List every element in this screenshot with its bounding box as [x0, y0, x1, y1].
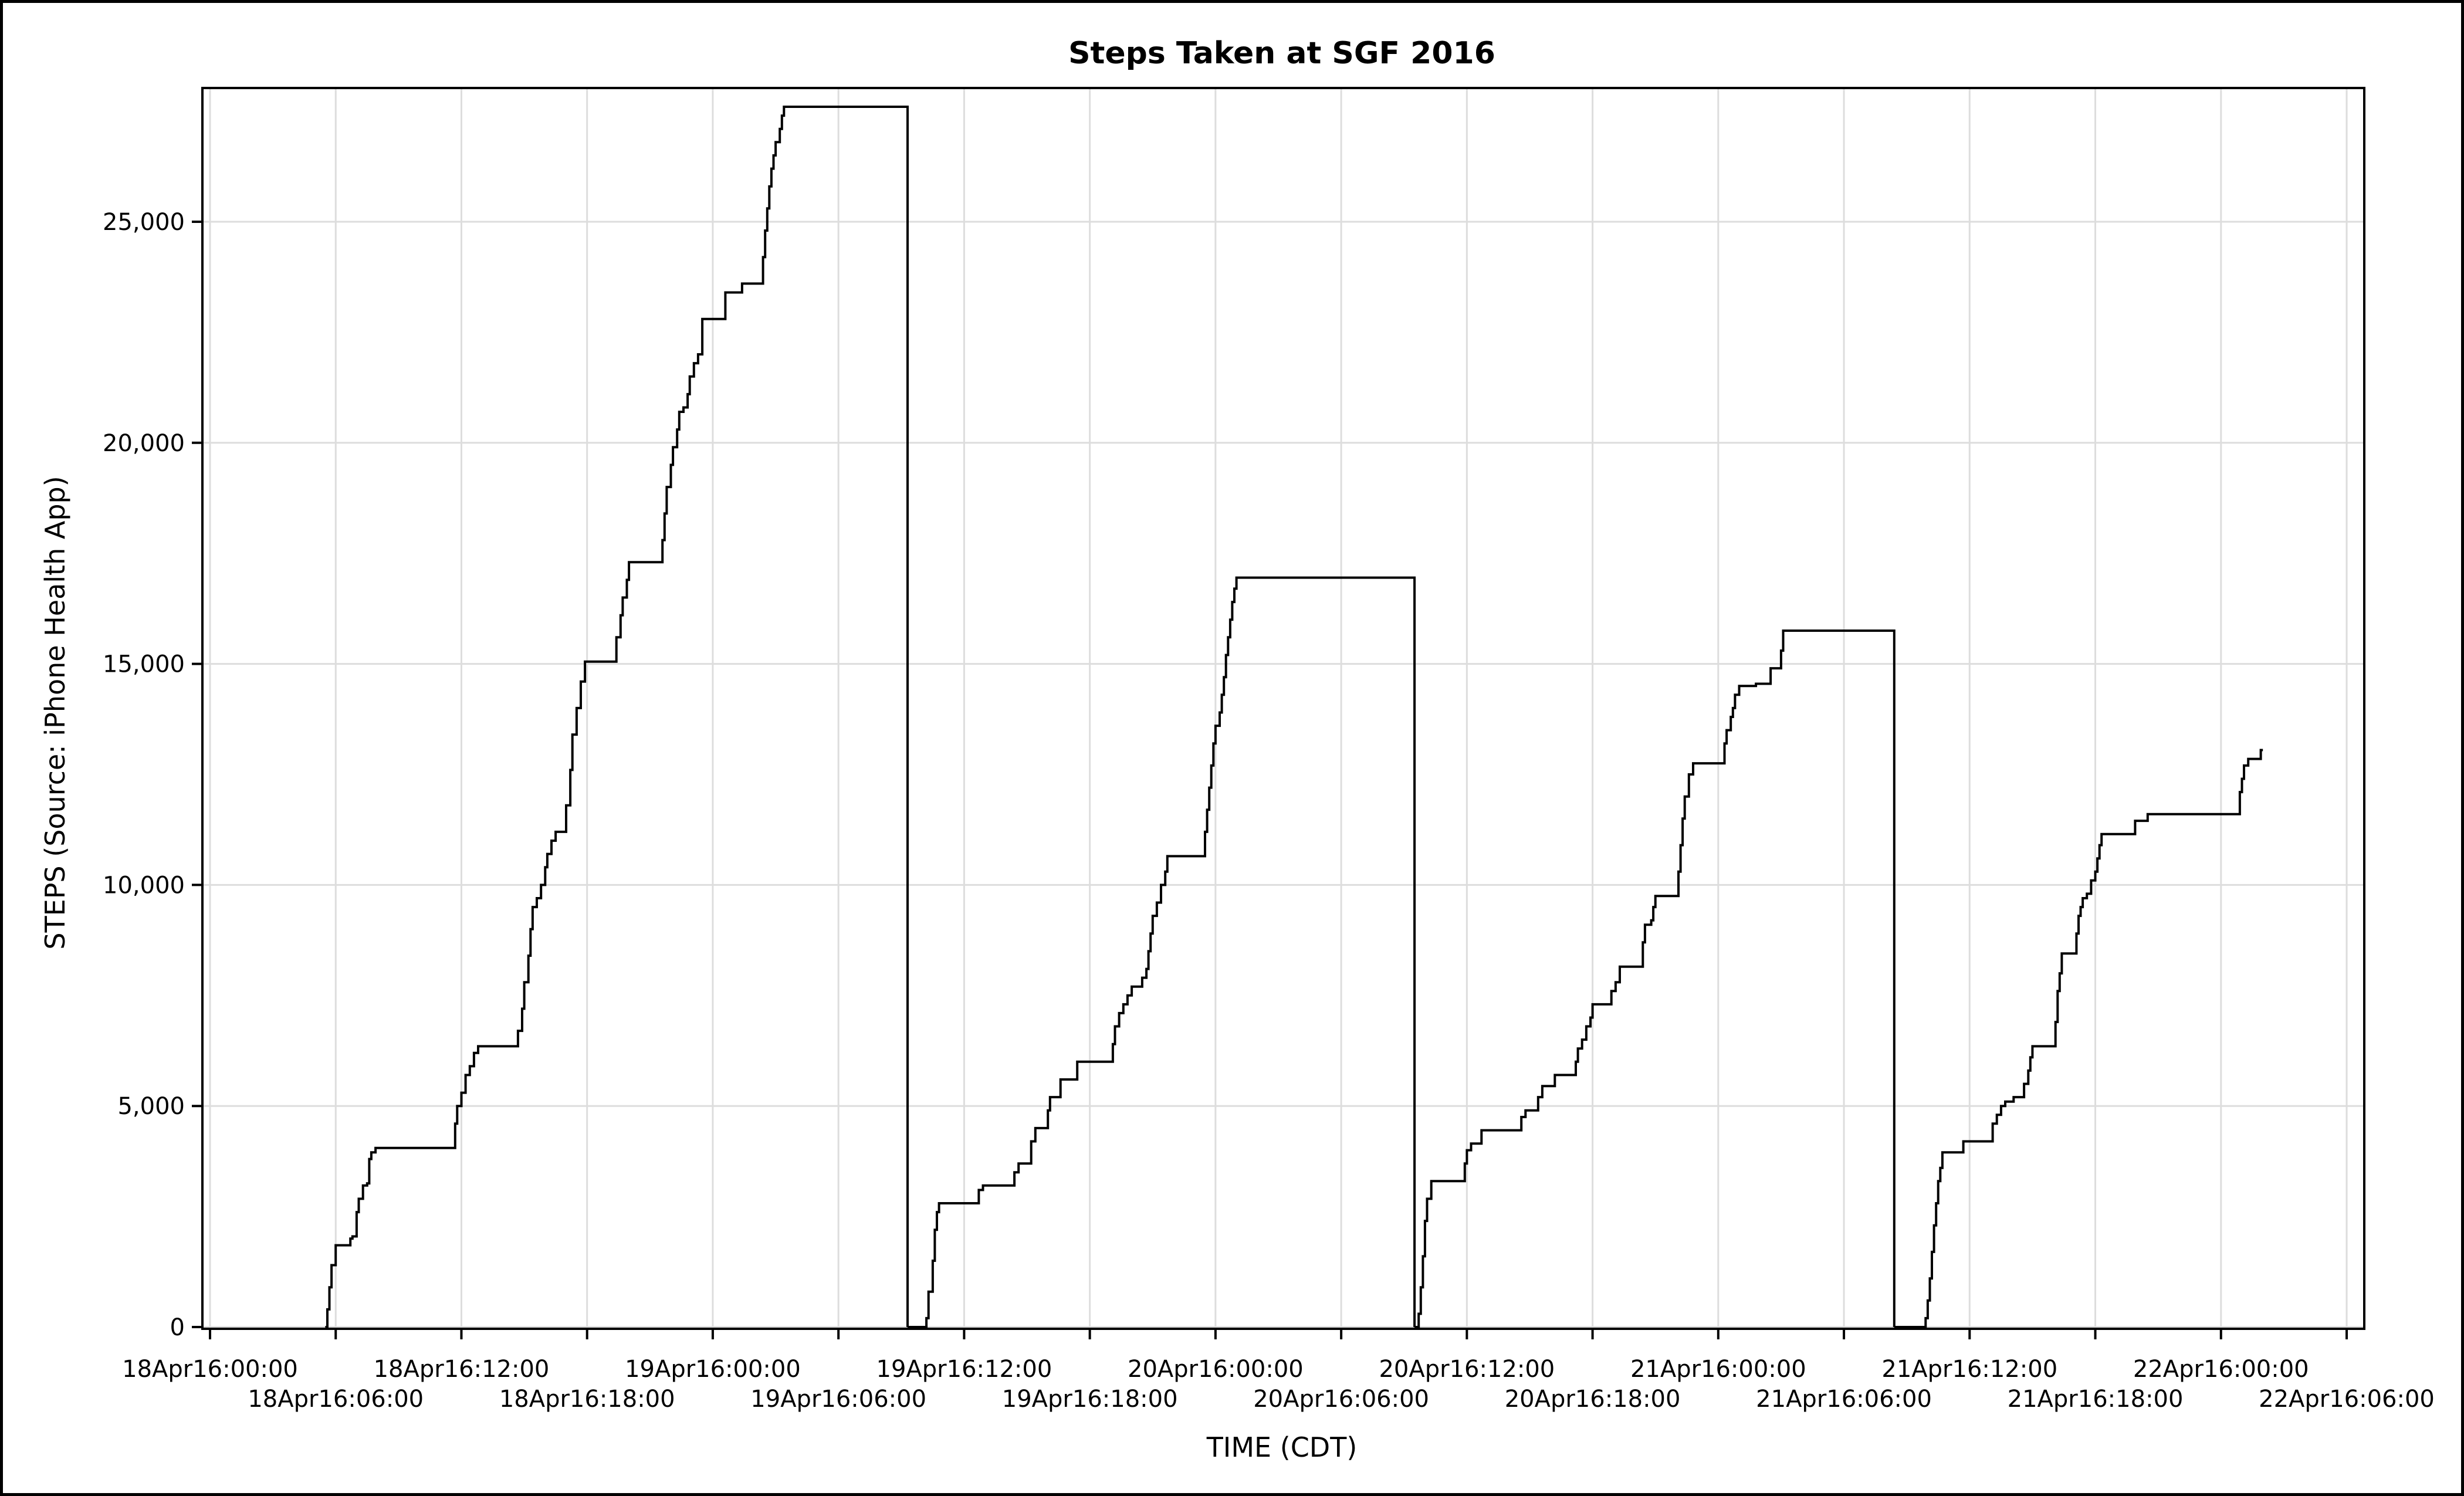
x-tick-label: 22Apr16:06:00: [2259, 1386, 2435, 1413]
x-tick-label: 18Apr16:12:00: [374, 1356, 550, 1383]
series-line: [908, 576, 1416, 1328]
plot-area-border: [201, 87, 2365, 1330]
y-tick-label: 5,000: [117, 1093, 185, 1120]
x-tick-label: 18Apr16:18:00: [499, 1386, 675, 1413]
chart-title: Steps Taken at SGF 2016: [1068, 36, 1495, 71]
x-tick-label: 18Apr16:00:00: [122, 1356, 298, 1383]
x-tick-label: 21Apr16:00:00: [1630, 1356, 1806, 1383]
x-tick-label: 18Apr16:06:00: [248, 1386, 424, 1413]
x-tick-label: 21Apr16:06:00: [1756, 1386, 1932, 1413]
x-tick-label: 20Apr16:12:00: [1379, 1356, 1555, 1383]
x-tick-label: 19Apr16:12:00: [876, 1356, 1052, 1383]
x-tick-label: 20Apr16:18:00: [1505, 1386, 1681, 1413]
x-tick-label: 20Apr16:06:00: [1253, 1386, 1429, 1413]
y-tick-label: 0: [170, 1314, 185, 1341]
gridlines: [202, 88, 2364, 1329]
x-tick-label: 20Apr16:00:00: [1128, 1356, 1304, 1383]
y-axis-label: STEPS (Source: iPhone Health App): [39, 476, 71, 949]
x-tick-label: 19Apr16:00:00: [625, 1356, 801, 1383]
x-tick-label: 21Apr16:12:00: [1881, 1356, 2057, 1383]
x-tick-label: 19Apr16:18:00: [1002, 1386, 1178, 1413]
x-tick-label: 22Apr16:00:00: [2133, 1356, 2309, 1383]
series-line: [1894, 749, 2263, 1328]
steps-chart: Steps Taken at SGF 2016 18Apr16:00:0018A…: [39, 36, 2435, 1463]
series-group: [325, 106, 2263, 1328]
y-tick-label: 25,000: [103, 209, 185, 236]
y-tick-label: 20,000: [103, 430, 185, 457]
x-axis-label: TIME (CDT): [1206, 1431, 1358, 1463]
y-tick-label: 10,000: [103, 872, 185, 899]
x-tick-label: 21Apr16:18:00: [2008, 1386, 2184, 1413]
y-tick-label: 15,000: [103, 651, 185, 678]
series-line: [325, 106, 909, 1328]
x-tick-label: 19Apr16:06:00: [750, 1386, 926, 1413]
y-axis: 0 5,000 10,000 15,000 20,000 25,000: [103, 209, 202, 1341]
x-axis: 18Apr16:00:00 18Apr16:06:00 18Apr16:12:00 1…: [122, 1329, 2435, 1413]
series-line: [1414, 629, 1896, 1328]
